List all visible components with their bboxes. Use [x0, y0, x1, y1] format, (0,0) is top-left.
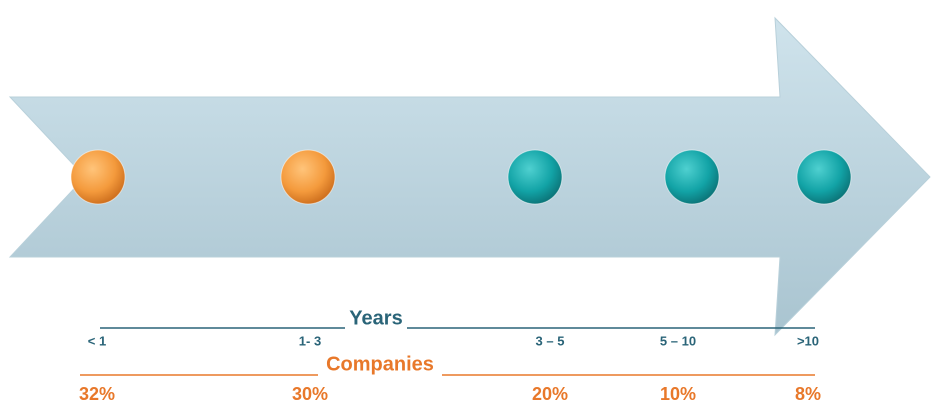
company-share: 20%	[532, 384, 568, 404]
stage-dot	[664, 149, 720, 205]
arrow	[8, 16, 931, 337]
company-share: 10%	[660, 384, 696, 404]
companies-label: Companies	[326, 353, 434, 375]
company-share: 30%	[292, 384, 328, 404]
stage-dot	[280, 149, 336, 205]
label-bg	[318, 355, 442, 377]
company-share: 8%	[795, 384, 821, 404]
years-range: 1- 3	[299, 333, 321, 348]
years-range: < 1	[88, 333, 106, 348]
years-range: >10	[797, 333, 819, 348]
stage-dot	[70, 149, 126, 205]
stage-dot	[507, 149, 563, 205]
company-share: 32%	[79, 384, 115, 404]
years-range: 5 – 10	[660, 333, 696, 348]
years-range: 3 – 5	[536, 333, 565, 348]
years-label: Years	[349, 307, 402, 329]
label-bg	[345, 310, 407, 332]
stage-dot	[796, 149, 852, 205]
